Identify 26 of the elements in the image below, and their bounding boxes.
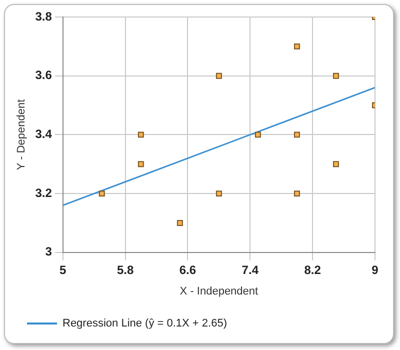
point: [254, 132, 261, 138]
x-tick-label: 9: [372, 262, 379, 277]
point: [138, 161, 144, 168]
point: [333, 161, 339, 168]
point: [216, 190, 222, 197]
y-tick-label: 3.8: [35, 9, 52, 24]
x-tick-label: 6.6: [179, 262, 196, 277]
point: [138, 132, 144, 138]
point: [294, 132, 300, 138]
x-tick-label: 7.4: [242, 262, 259, 277]
x-axis-title: X - Independent: [180, 285, 258, 298]
y-axis-title: Y - Dependent: [16, 99, 28, 170]
point: [294, 43, 300, 50]
point: [176, 220, 183, 226]
point: [294, 190, 300, 197]
x-tick-label: 5: [60, 262, 67, 277]
x-tick-label: 8.2: [304, 262, 322, 277]
x-tick-label: 5.8: [116, 262, 134, 277]
y-tick-label: 3: [45, 244, 52, 259]
y-tick-label: 3.6: [35, 68, 52, 82]
point: [333, 72, 339, 79]
y-tick-label: 3.4: [35, 127, 52, 142]
legend-label: Regression Line (ŷ = 0.1X + 2.65): [62, 318, 227, 330]
y-tick-label: 3.2: [35, 186, 52, 200]
point: [98, 190, 105, 197]
point: [216, 72, 222, 79]
